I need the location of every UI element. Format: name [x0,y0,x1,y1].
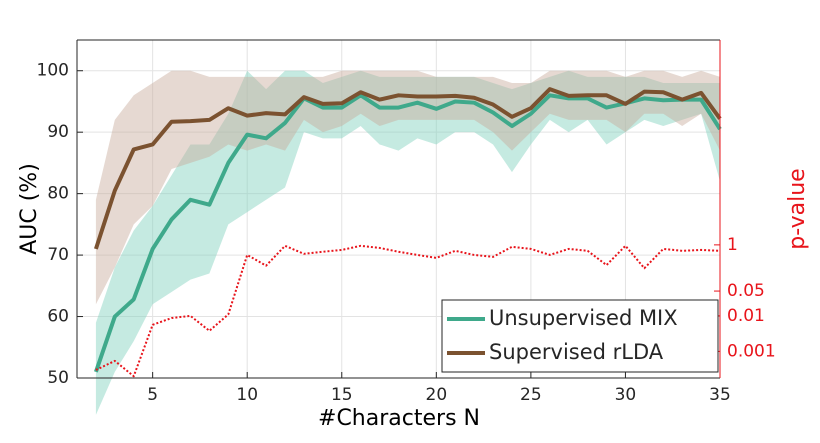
y2-tick-label: 0.01 [727,306,765,326]
confidence-band [95,70,721,415]
y2-tick-label: 1 [727,235,738,255]
y-tick-label: 60 [47,307,69,327]
x-tick-label: 10 [236,385,258,405]
y2-tick-label: 0.05 [727,281,765,301]
y-axis-label: AUC (%) [17,163,42,255]
legend-box [441,299,719,373]
y2-tick-label: 0.001 [727,341,776,361]
x-tick-label: 25 [520,385,542,405]
confidence-band [95,70,721,305]
x-axis-label: #Characters N [318,406,480,431]
legend-label: Supervised rLDA [489,340,664,364]
p-value-line [95,244,721,378]
legend-label: Unsupervised MIX [489,306,678,330]
x-tick-label: 35 [709,385,731,405]
x-tick-label: 20 [426,385,448,405]
y-tick-label: 90 [47,122,69,142]
y-tick-label: 80 [47,184,69,204]
y-tick-label: 50 [47,368,69,388]
x-tick-label: 30 [615,385,637,405]
y2-axis-label: p-value [785,168,810,249]
y-tick-label: 100 [37,61,69,81]
series-line [94,93,722,373]
x-tick-label: 15 [331,385,353,405]
series-line [94,87,722,250]
x-tick-label: 5 [147,385,158,405]
y-tick-label: 70 [47,245,69,265]
